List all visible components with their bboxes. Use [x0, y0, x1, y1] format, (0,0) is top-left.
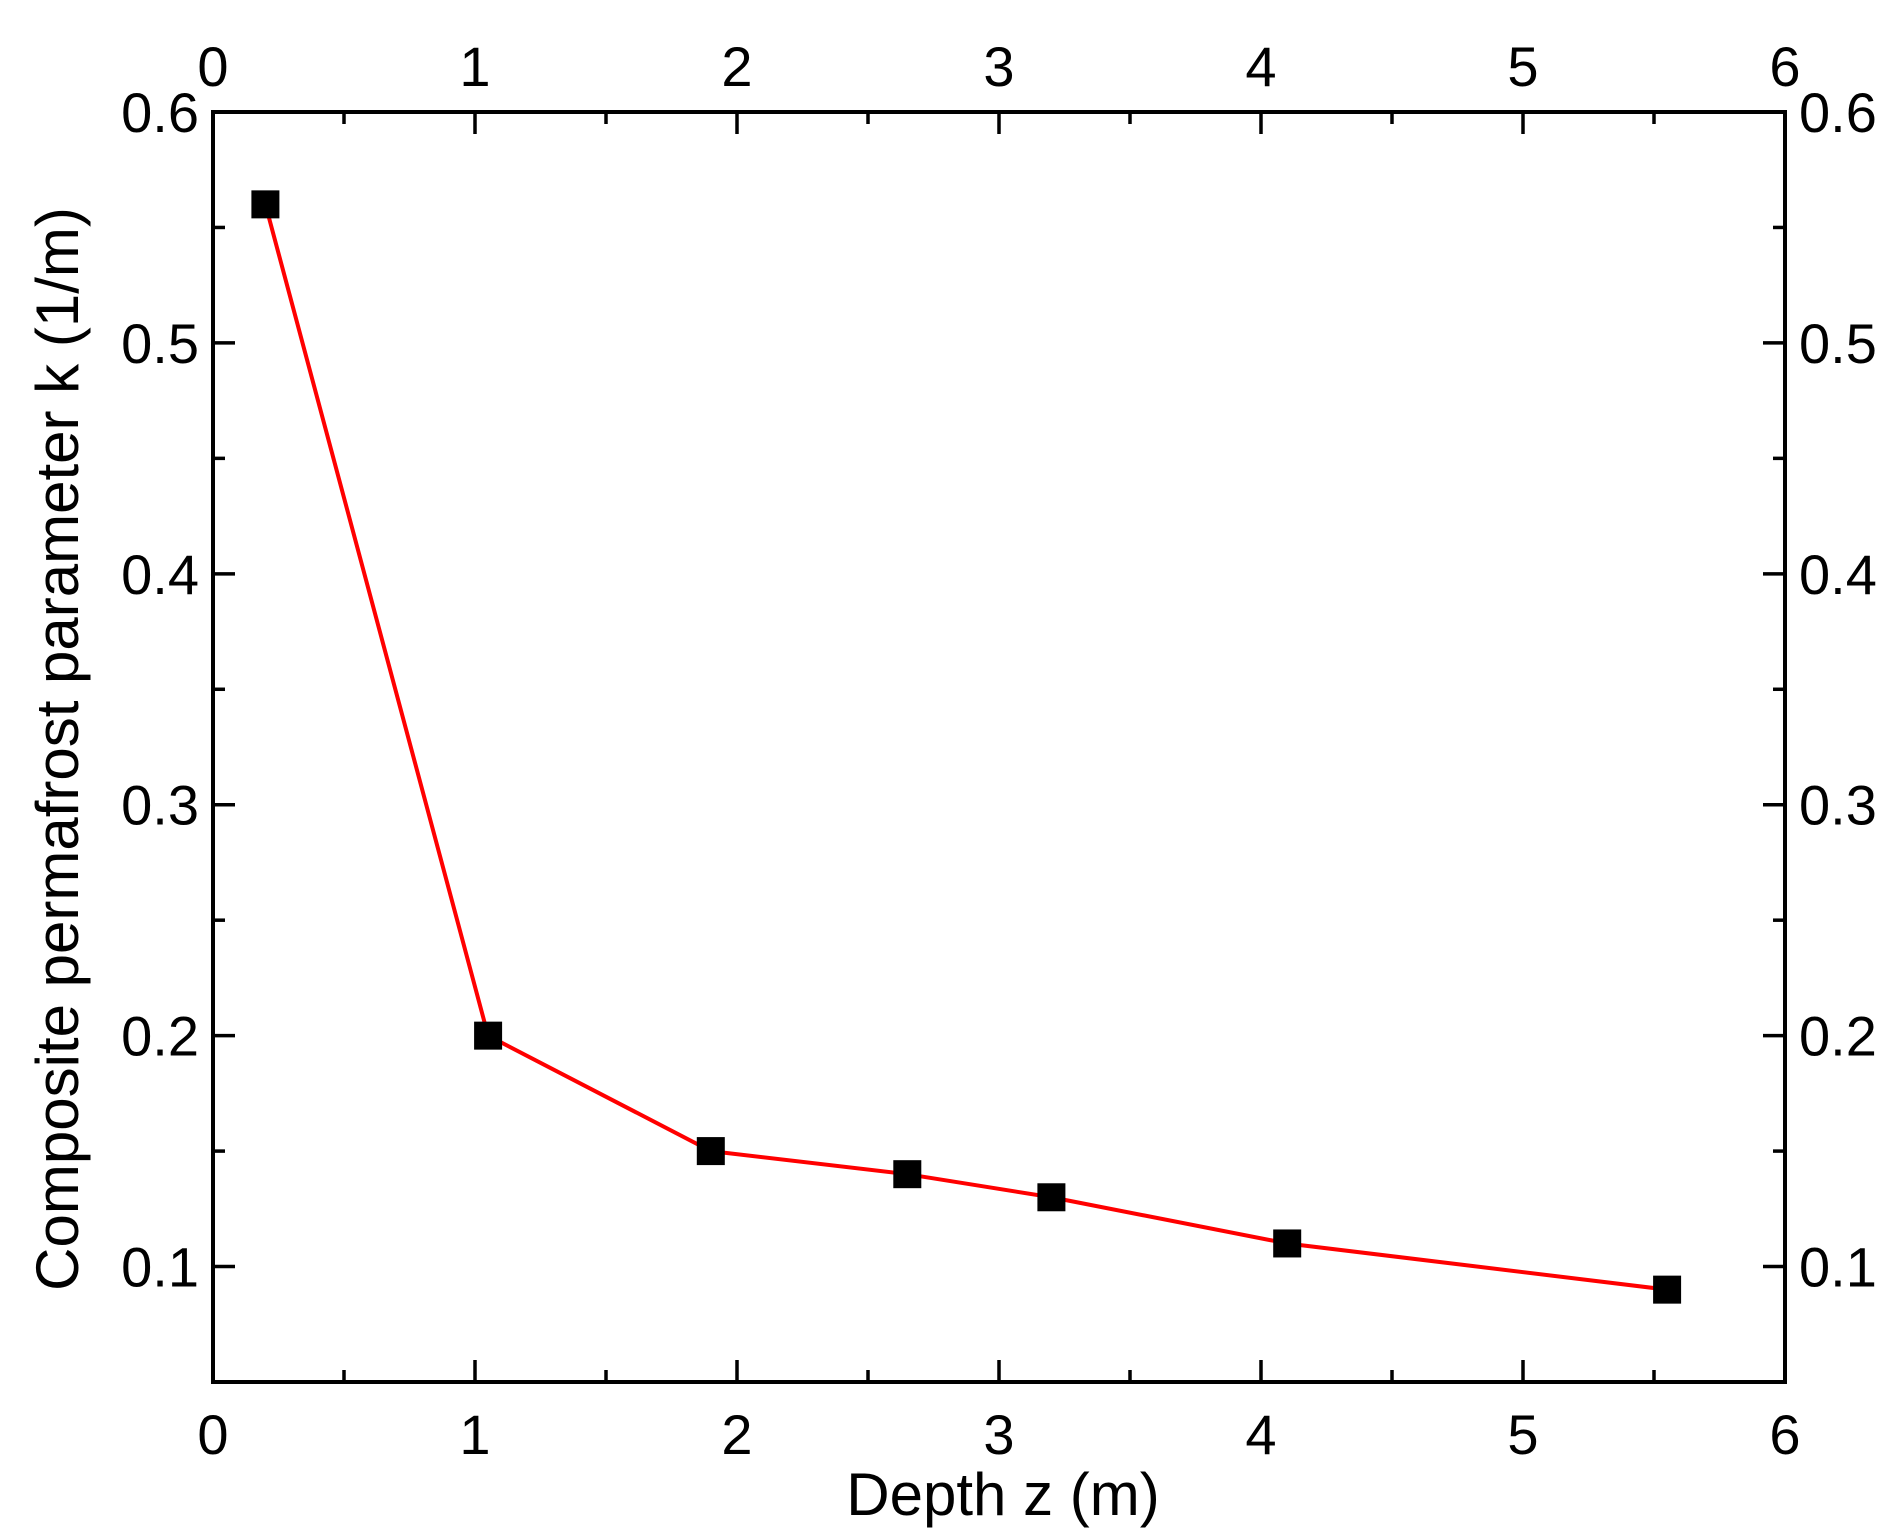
x-top-tick-label: 5 [1507, 35, 1538, 98]
y-right-tick-label: 0.1 [1799, 1236, 1877, 1299]
y-tick-label: 0.6 [121, 81, 199, 144]
ticks-layer: 0 1 2 3 4 5 6 0 1 2 3 4 5 6 0.1 0.2 0.3 0.4 0.5 0.6 0.1 0.2 0.… [121, 35, 1877, 1466]
y-tick-label: 0.5 [121, 312, 199, 375]
data-point-marker [1653, 1275, 1682, 1304]
y-right-tick-label: 0.2 [1799, 1005, 1877, 1068]
x-tick-label: 4 [1245, 1403, 1276, 1466]
x-tick-label: 5 [1507, 1403, 1538, 1466]
x-tick-label: 6 [1769, 1403, 1800, 1466]
x-top-tick-label: 1 [459, 35, 490, 98]
series-line-segment [486, 1033, 713, 1154]
data-point-marker [696, 1137, 725, 1166]
series-line-segment [905, 1172, 1054, 1200]
x-tick-label: 3 [983, 1403, 1014, 1466]
x-top-tick-label: 4 [1245, 35, 1276, 98]
y-tick-label: 0.4 [121, 543, 199, 606]
data-point-marker [474, 1021, 503, 1050]
plot-layer [251, 190, 1682, 1304]
data-point-marker [1037, 1183, 1066, 1212]
series-line-segment [263, 202, 491, 1038]
x-tick-label: 2 [721, 1403, 752, 1466]
x-tick-label: 0 [197, 1403, 228, 1466]
series-line-segment [708, 1149, 910, 1177]
plot-frame [211, 110, 1787, 1384]
x-top-tick-label: 6 [1769, 35, 1800, 98]
y-right-tick-label: 0.5 [1799, 312, 1877, 375]
data-point-marker [893, 1160, 922, 1189]
y-right-tick-label: 0.4 [1799, 543, 1877, 606]
y-axis-title: Composite permafrost parameter k (1/m) [24, 207, 91, 1291]
y-right-tick-label: 0.6 [1799, 81, 1877, 144]
x-top-tick-label: 2 [721, 35, 752, 98]
x-axis-title: Depth z (m) [846, 1461, 1159, 1528]
y-tick-label: 0.2 [121, 1005, 199, 1068]
y-tick-label: 0.1 [121, 1236, 199, 1299]
x-top-tick-label: 0 [197, 35, 228, 98]
x-tick-label: 1 [459, 1403, 490, 1466]
y-right-tick-label: 0.3 [1799, 774, 1877, 837]
data-point-marker [251, 190, 280, 219]
data-point-marker [1273, 1229, 1302, 1258]
series-line-segment [1049, 1195, 1290, 1246]
y-tick-label: 0.3 [121, 774, 199, 837]
series-line-segment [1285, 1241, 1670, 1292]
x-top-tick-label: 3 [983, 35, 1014, 98]
